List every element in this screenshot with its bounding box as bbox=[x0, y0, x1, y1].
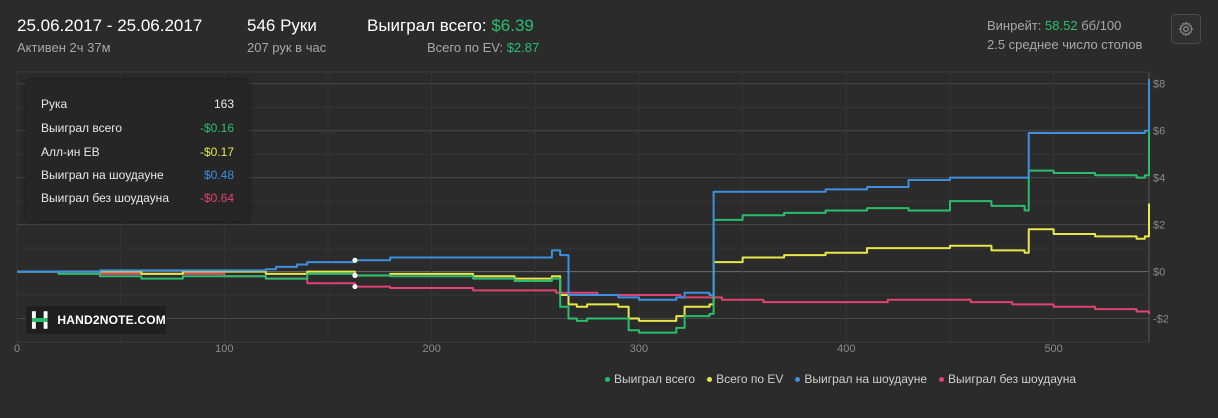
x-tick-label: 300 bbox=[630, 343, 648, 355]
legend-ev-total[interactable]: Всего по EV bbox=[707, 372, 783, 386]
tooltip-allin-ev-label: Алл-ин EB bbox=[41, 145, 100, 159]
series-won-total bbox=[17, 130, 1150, 334]
series-ev-total bbox=[17, 203, 1150, 322]
x-tick-label: 400 bbox=[837, 343, 855, 355]
winrate-block: Винрейт: 58.52 бб/100 2.5 среднее число … bbox=[987, 18, 1142, 52]
active-time: Активен 2ч 37м bbox=[17, 40, 111, 55]
hand2note-logo: HAND2NOTE.COM bbox=[26, 306, 166, 334]
tooltip-showdown-value: $0.48 bbox=[203, 168, 234, 182]
winrate-unit: бб/100 bbox=[1081, 18, 1122, 33]
x-tick-label: 100 bbox=[215, 343, 233, 355]
hands-per-hour: 207 рук в час bbox=[247, 40, 327, 55]
legend-label: Всего по EV bbox=[716, 372, 784, 386]
winrate-label: Винрейт: bbox=[987, 18, 1042, 33]
settings-button[interactable] bbox=[1171, 14, 1201, 44]
tooltip-non-showdown-label: Выиграл без шоудауна bbox=[41, 191, 169, 205]
legend-dot bbox=[939, 376, 945, 382]
gear-icon bbox=[1178, 21, 1194, 37]
tooltip-hand-value: 163 bbox=[213, 97, 234, 111]
tooltip-hand-label: Рука bbox=[41, 97, 68, 111]
tooltip-won-total-label: Выиграл всего bbox=[41, 121, 123, 135]
chart-legend: Выиграл всего Всего по EV Выиграл на шоу… bbox=[605, 372, 1088, 386]
tooltip-non-showdown-value: -$0.64 bbox=[199, 191, 234, 205]
winrate-value: 58.52 bbox=[1045, 18, 1078, 33]
legend-dot bbox=[795, 376, 801, 382]
date-range-block: 25.06.2017 - 25.06.2017 Активен 2ч 37м bbox=[17, 16, 202, 55]
y-tick-label: $4 bbox=[1153, 173, 1165, 185]
y-tick-label: -$2 bbox=[1153, 314, 1169, 326]
legend-label: Выиграл без шоудауна bbox=[948, 372, 1077, 386]
hover-point bbox=[352, 284, 358, 290]
tooltip-allin-ev-value: -$0.17 bbox=[199, 145, 234, 159]
y-tick-label: $2 bbox=[1153, 220, 1165, 232]
x-tick-label: 0 bbox=[14, 343, 20, 355]
y-tick-label: $8 bbox=[1153, 79, 1165, 91]
tooltip-won-total-value: -$0.16 bbox=[199, 121, 234, 135]
winnings-block: Выиграл всего: $6.39 Всего по EV: $2.87 bbox=[367, 16, 539, 55]
series-showdown bbox=[17, 79, 1150, 301]
y-tick-label: $6 bbox=[1153, 126, 1165, 138]
date-range: 25.06.2017 - 25.06.2017 bbox=[17, 16, 203, 35]
ev-label: Всего по EV: bbox=[427, 40, 504, 55]
hand-tooltip: Рука 163 Выиграл всего -$0.16 Алл-ин EB … bbox=[26, 80, 249, 221]
legend-non-showdown[interactable]: Выиграл без шоудауна bbox=[939, 372, 1076, 386]
legend-label: Выиграл на шоудауне bbox=[804, 372, 928, 386]
header: 25.06.2017 - 25.06.2017 Активен 2ч 37м 5… bbox=[0, 0, 1218, 64]
won-total-label: Выиграл всего: bbox=[367, 16, 487, 35]
ev-value: $2.87 bbox=[506, 40, 540, 55]
hover-point bbox=[352, 273, 358, 279]
avg-tables: 2.5 среднее число столов bbox=[987, 37, 1143, 52]
legend-won-total[interactable]: Выиграл всего bbox=[605, 372, 695, 386]
won-total-value: $6.39 bbox=[491, 16, 534, 35]
hands-block: 546 Руки 207 рук в час bbox=[247, 16, 326, 55]
hover-point bbox=[352, 257, 358, 263]
legend-dot bbox=[707, 376, 713, 382]
x-tick-label: 200 bbox=[422, 343, 440, 355]
y-tick-label: $0 bbox=[1153, 267, 1165, 279]
legend-label: Выиграл всего bbox=[614, 372, 696, 386]
x-tick-label: 500 bbox=[1044, 343, 1062, 355]
legend-dot bbox=[605, 376, 610, 382]
logo-text: HAND2NOTE.COM bbox=[57, 313, 166, 327]
tooltip-showdown-label: Выиграл на шоудауне bbox=[41, 168, 164, 182]
hands-count: 546 Руки bbox=[247, 16, 317, 35]
hand2note-logo-icon bbox=[31, 311, 48, 329]
legend-showdown[interactable]: Выиграл на шоудауне bbox=[795, 372, 927, 386]
